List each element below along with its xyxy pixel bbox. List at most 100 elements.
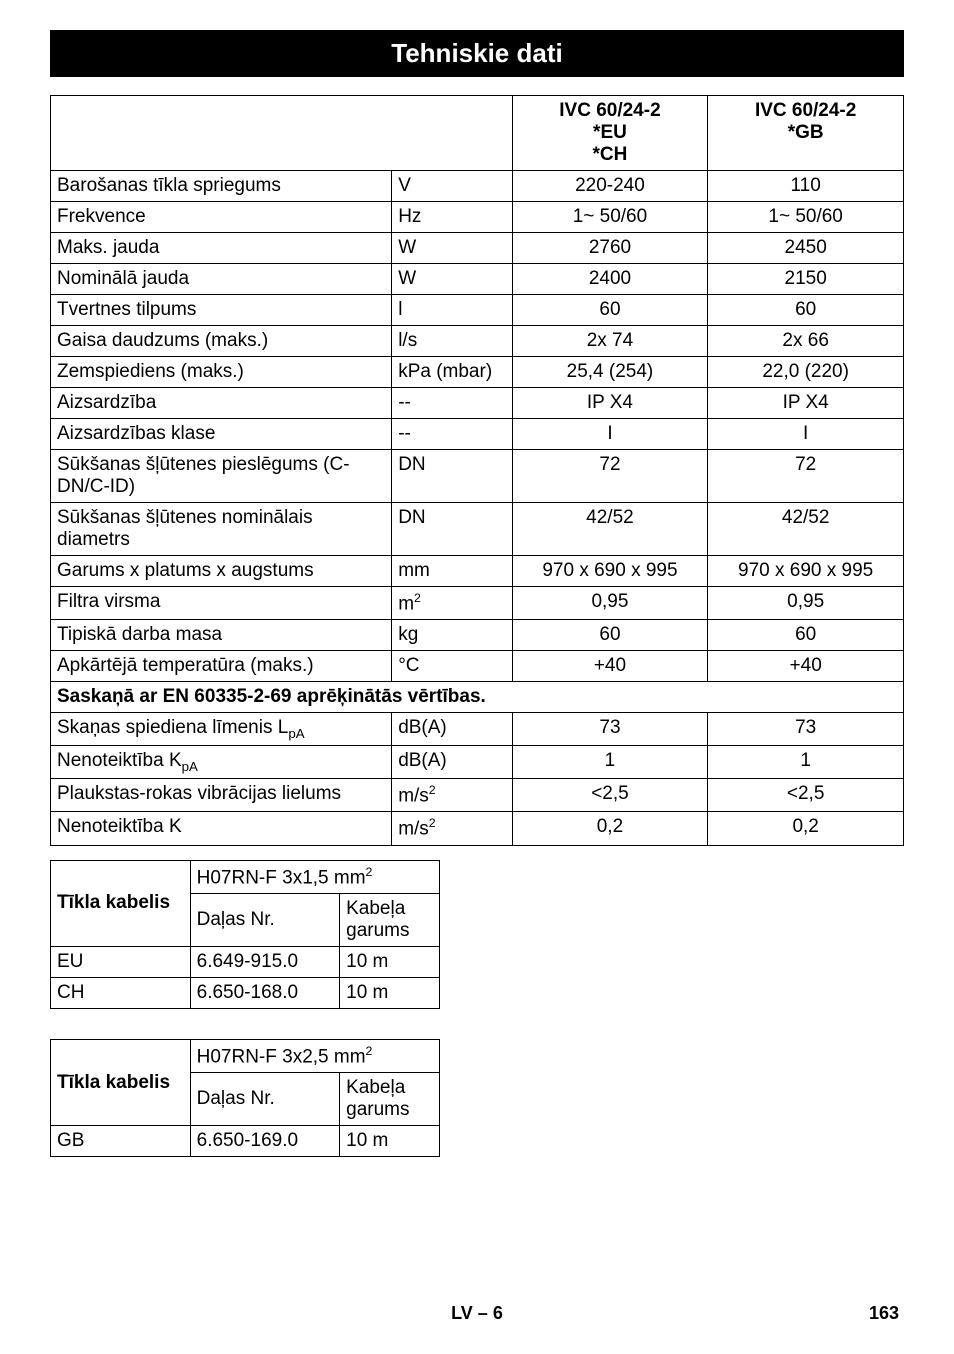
col-header-eu: IVC 60/24-2 *EU *CH: [512, 96, 708, 171]
unit-cell: l: [392, 295, 512, 326]
value-gb-cell: 60: [708, 620, 904, 651]
param-cell: Garums x platums x augstums: [51, 556, 392, 587]
value-eu-cell: 60: [512, 620, 708, 651]
value-eu-cell: +40: [512, 651, 708, 682]
value-eu-cell: 220-240: [512, 171, 708, 202]
value-eu-cell: 60: [512, 295, 708, 326]
unit-cell: --: [392, 419, 512, 450]
cable-label: Tīkla kabelis: [51, 1039, 191, 1125]
value-eu-cell: <2,5: [512, 778, 708, 811]
value-eu-cell: 72: [512, 450, 708, 503]
table-row: GB 6.650-169.0 10 m: [51, 1126, 440, 1157]
param-cell: Tvertnes tilpums: [51, 295, 392, 326]
param-cell: Plaukstas-rokas vibrācijas lielums: [51, 778, 392, 811]
table-row: Sūkšanas šļūtenes pieslēgums (C-DN/C-ID)…: [51, 450, 904, 503]
value-gb-cell: 42/52: [708, 503, 904, 556]
value-gb-cell: 2450: [708, 233, 904, 264]
table-row: Zemspiediens (maks.)kPa (mbar)25,4 (254)…: [51, 357, 904, 388]
unit-cell: dB(A): [392, 713, 512, 746]
value-eu-cell: 0,2: [512, 812, 708, 845]
param-cell: Zemspiediens (maks.): [51, 357, 392, 388]
value-gb-cell: 60: [708, 295, 904, 326]
unit-cell: kPa (mbar): [392, 357, 512, 388]
param-cell: Filtra virsma: [51, 587, 392, 620]
param-cell: Skaņas spiediena līmenis LpA: [51, 713, 392, 746]
table-row: CH 6.650-168.0 10 m: [51, 977, 440, 1008]
value-eu-cell: 42/52: [512, 503, 708, 556]
table-row: Skaņas spiediena līmenis LpAdB(A)7373: [51, 713, 904, 746]
param-cell: Frekvence: [51, 202, 392, 233]
cable-spec: H07RN-F 3x2,5 mm2: [190, 1039, 439, 1072]
value-eu-cell: I: [512, 419, 708, 450]
value-gb-cell: I: [708, 419, 904, 450]
section-banner: Tehniskie dati: [50, 30, 904, 77]
param-cell: Nenoteiktība KpA: [51, 746, 392, 779]
cable-part-hdr: Daļas Nr.: [190, 893, 340, 946]
param-cell: Apkārtējā temperatūra (maks.): [51, 651, 392, 682]
unit-cell: --: [392, 388, 512, 419]
value-gb-cell: 0,95: [708, 587, 904, 620]
section-row: Saskaņā ar EN 60335-2-69 aprēķinātās vēr…: [51, 682, 904, 713]
cable-label: Tīkla kabelis: [51, 860, 191, 946]
spec-table: IVC 60/24-2 *EU *CH IVC 60/24-2 *GB Baro…: [50, 95, 904, 846]
col-header-gb: IVC 60/24-2 *GB: [708, 96, 904, 171]
footer-page-number: 163: [869, 1303, 899, 1324]
value-gb-cell: 0,2: [708, 812, 904, 845]
value-eu-cell: 73: [512, 713, 708, 746]
param-cell: Aizsardzība: [51, 388, 392, 419]
param-cell: Gaisa daudzums (maks.): [51, 326, 392, 357]
value-gb-cell: IP X4: [708, 388, 904, 419]
param-cell: Sūkšanas šļūtenes nominālais diametrs: [51, 503, 392, 556]
table-row: Tvertnes tilpumsl6060: [51, 295, 904, 326]
unit-cell: W: [392, 233, 512, 264]
value-eu-cell: 2x 74: [512, 326, 708, 357]
unit-cell: DN: [392, 503, 512, 556]
table-row: Aizsardzības klase--II: [51, 419, 904, 450]
param-cell: Aizsardzības klase: [51, 419, 392, 450]
unit-cell: W: [392, 264, 512, 295]
unit-cell: mm: [392, 556, 512, 587]
value-eu-cell: 1~ 50/60: [512, 202, 708, 233]
cable-part-hdr: Daļas Nr.: [190, 1073, 340, 1126]
value-eu-cell: 25,4 (254): [512, 357, 708, 388]
unit-cell: Hz: [392, 202, 512, 233]
unit-cell: dB(A): [392, 746, 512, 779]
table-row: Gaisa daudzums (maks.)l/s2x 742x 66: [51, 326, 904, 357]
param-cell: Nenoteiktība K: [51, 812, 392, 845]
unit-cell: DN: [392, 450, 512, 503]
value-gb-cell: 73: [708, 713, 904, 746]
table-row: Maks. jaudaW27602450: [51, 233, 904, 264]
value-gb-cell: +40: [708, 651, 904, 682]
value-eu-cell: 1: [512, 746, 708, 779]
table-row: Tipiskā darba masakg6060: [51, 620, 904, 651]
value-eu-cell: 2400: [512, 264, 708, 295]
value-eu-cell: 0,95: [512, 587, 708, 620]
unit-cell: V: [392, 171, 512, 202]
param-cell: Tipiskā darba masa: [51, 620, 392, 651]
value-gb-cell: 1: [708, 746, 904, 779]
cable-spec: H07RN-F 3x1,5 mm2: [190, 860, 439, 893]
unit-cell: °C: [392, 651, 512, 682]
table-row: Barošanas tīkla spriegumsV220-240110: [51, 171, 904, 202]
value-gb-cell: 1~ 50/60: [708, 202, 904, 233]
table-row: Apkārtējā temperatūra (maks.)°C+40+40: [51, 651, 904, 682]
table-row: Aizsardzība--IP X4IP X4: [51, 388, 904, 419]
table-row: Garums x platums x augstumsmm 970 x 690 x…: [51, 556, 904, 587]
table-row: Nenoteiktība KpAdB(A)11: [51, 746, 904, 779]
param-cell: Nominālā jauda: [51, 264, 392, 295]
unit-cell: l/s: [392, 326, 512, 357]
value-gb-cell: 2150: [708, 264, 904, 295]
cable-len-hdr: Kabeļa garums: [340, 1073, 440, 1126]
value-gb-cell: 970 x 690 x 995: [708, 556, 904, 587]
unit-cell: m/s2: [392, 778, 512, 811]
table-row: Nenoteiktība Km/s20,20,2: [51, 812, 904, 845]
value-gb-cell: 72: [708, 450, 904, 503]
footer-center: LV – 6: [0, 1303, 954, 1324]
value-gb-cell: 2x 66: [708, 326, 904, 357]
unit-cell: m/s2: [392, 812, 512, 845]
table-row: FrekvenceHz1~ 50/601~ 50/60: [51, 202, 904, 233]
table-row: Plaukstas-rokas vibrācijas lielumsm/s2<2…: [51, 778, 904, 811]
param-cell: Maks. jauda: [51, 233, 392, 264]
value-gb-cell: 22,0 (220): [708, 357, 904, 388]
unit-cell: m2: [392, 587, 512, 620]
